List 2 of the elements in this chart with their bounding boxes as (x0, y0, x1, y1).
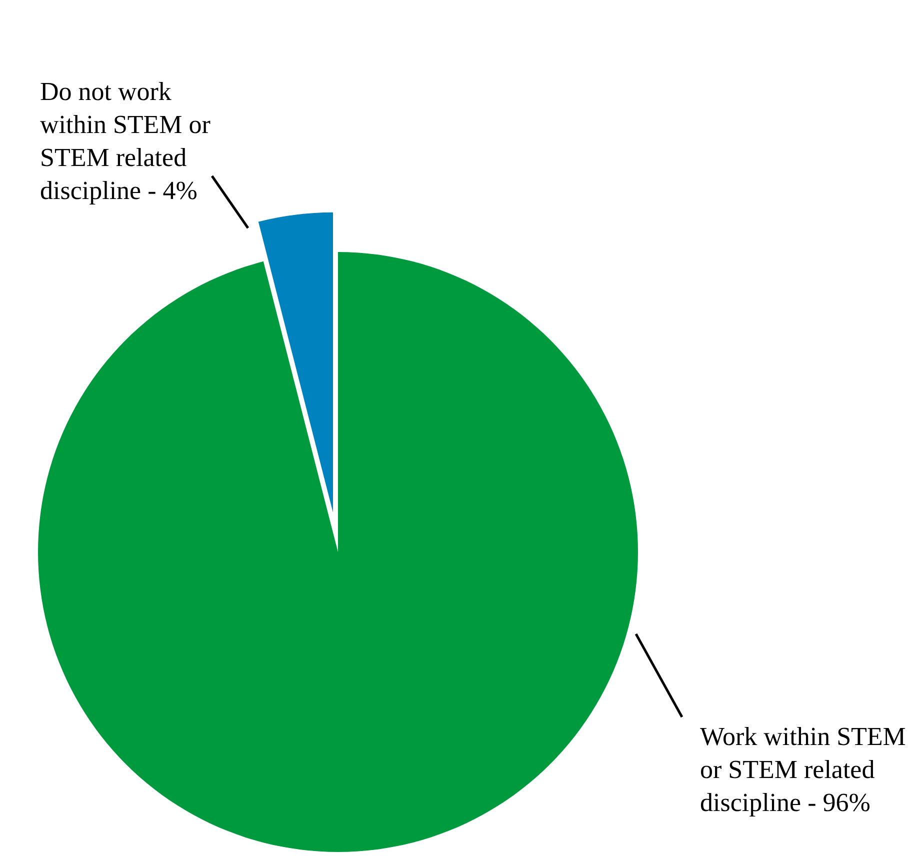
slice-label: Do not work within STEM or STEM related discipline - 4% (40, 77, 211, 205)
slice-label: Work within STEM or STEM related discipline - 96% (700, 722, 906, 817)
